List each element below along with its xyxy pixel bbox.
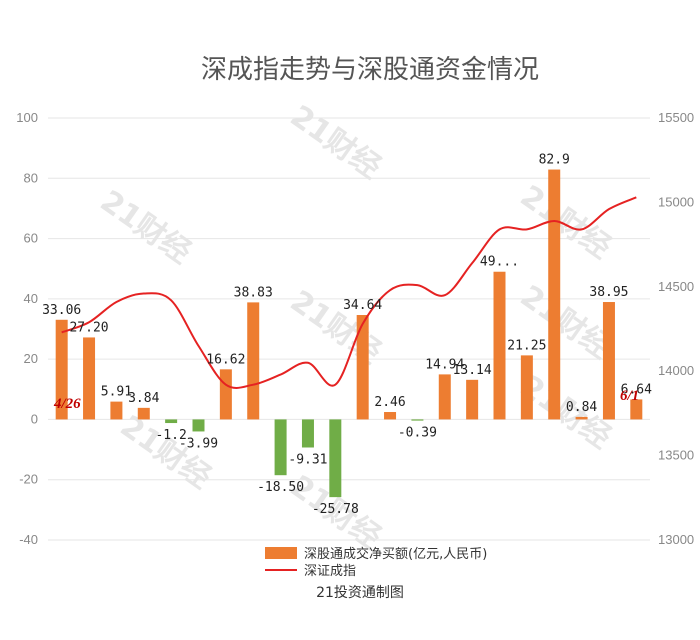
- bar: [602, 302, 615, 420]
- line-series: [61, 196, 637, 389]
- bar-value-label: 6.64: [621, 382, 652, 397]
- bar: [110, 401, 123, 420]
- right-tick-label: 15000: [658, 194, 694, 209]
- line-path: [61, 196, 637, 389]
- bar: [520, 355, 533, 420]
- bar: [411, 419, 424, 421]
- start-date-label: 4/26: [53, 396, 81, 412]
- right-tick-label: 15500: [658, 110, 694, 125]
- watermark-text: 21财经: [284, 99, 387, 186]
- bar-value-label: 82.9: [539, 153, 570, 168]
- bar: [274, 419, 287, 476]
- legend-line-label: 深证成指: [304, 564, 356, 579]
- bar: [329, 419, 342, 498]
- bar: [83, 337, 96, 420]
- legend: 深股通成交净买额(亿元,人民币) 深证成指: [265, 546, 487, 579]
- bar: [575, 416, 588, 420]
- left-tick-label: 40: [24, 291, 38, 306]
- legend-bar-swatch: [265, 547, 297, 559]
- watermark-text: 21财经: [94, 184, 197, 271]
- bar-value-label: 2.46: [374, 395, 405, 410]
- right-tick-label: 13000: [658, 532, 694, 547]
- left-tick-label: 60: [24, 231, 38, 246]
- bar-value-label: 27.20: [69, 320, 108, 335]
- right-tick-label: 14500: [658, 279, 694, 294]
- bar: [165, 419, 178, 424]
- left-tick-label: 80: [24, 170, 38, 185]
- bar: [247, 302, 260, 420]
- bar: [219, 369, 232, 420]
- bar: [493, 271, 506, 420]
- left-tick-label: 20: [24, 351, 38, 366]
- bar-value-label: -25.78: [312, 502, 359, 517]
- left-tick-label: -20: [19, 472, 38, 487]
- bar-value-label: -9.31: [288, 452, 327, 467]
- bar-value-label: -0.39: [398, 426, 437, 441]
- bar-value-label: 14.94: [425, 357, 464, 372]
- bar-value-label: 38.95: [589, 285, 628, 300]
- bar-value-label: 49...: [480, 255, 519, 270]
- end-date-label: 6/1: [620, 388, 639, 404]
- watermark-text: 21财经: [284, 284, 387, 371]
- right-axis-ticks: 13000 13500 14000 14500 15000 15500: [658, 110, 694, 547]
- legend-bar-label: 深股通成交净买额(亿元,人民币): [304, 546, 487, 562]
- source-note: 21投资通制图: [316, 585, 404, 601]
- watermark-text: 21财经: [514, 179, 617, 266]
- bar-value-label: -1.2: [155, 428, 186, 443]
- bar: [384, 412, 397, 420]
- left-tick-label: 0: [31, 411, 38, 426]
- bar: [438, 374, 451, 420]
- bar-value-label: 34.64: [343, 298, 382, 313]
- left-axis-ticks: -40 -20 0 20 40 60 80 100: [16, 110, 38, 547]
- bar-value-label: 3.84: [128, 391, 159, 406]
- bar: [192, 419, 205, 432]
- bar-value-label: 33.06: [42, 303, 81, 318]
- data-labels: 33.06 27.20 5.913.84 -1.2-3.99 16.62 38.83 -18…: [42, 153, 652, 518]
- left-tick-label: 100: [16, 110, 38, 125]
- bar-value-label: -3.99: [179, 436, 218, 451]
- left-tick-label: -40: [19, 532, 38, 547]
- right-tick-label: 13500: [658, 448, 694, 463]
- bar: [356, 315, 369, 420]
- bar-value-label: 13.14: [453, 363, 492, 378]
- bar-value-label: 38.83: [234, 285, 273, 300]
- bar: [548, 169, 561, 420]
- bar-value-label: -18.50: [257, 480, 304, 495]
- bar-series: [55, 169, 643, 498]
- bar: [301, 419, 314, 448]
- bar: [137, 407, 150, 420]
- bar: [630, 399, 643, 420]
- bar-value-label: 16.62: [206, 352, 245, 367]
- bar: [466, 379, 479, 420]
- bar-value-label: 5.91: [101, 385, 132, 400]
- chart-title: 深成指走势与深股通资金情况: [201, 55, 539, 85]
- right-tick-label: 14000: [658, 363, 694, 378]
- bar-value-label: 21.25: [507, 338, 546, 353]
- bar-value-label: 0.84: [566, 400, 597, 415]
- bar: [55, 319, 68, 420]
